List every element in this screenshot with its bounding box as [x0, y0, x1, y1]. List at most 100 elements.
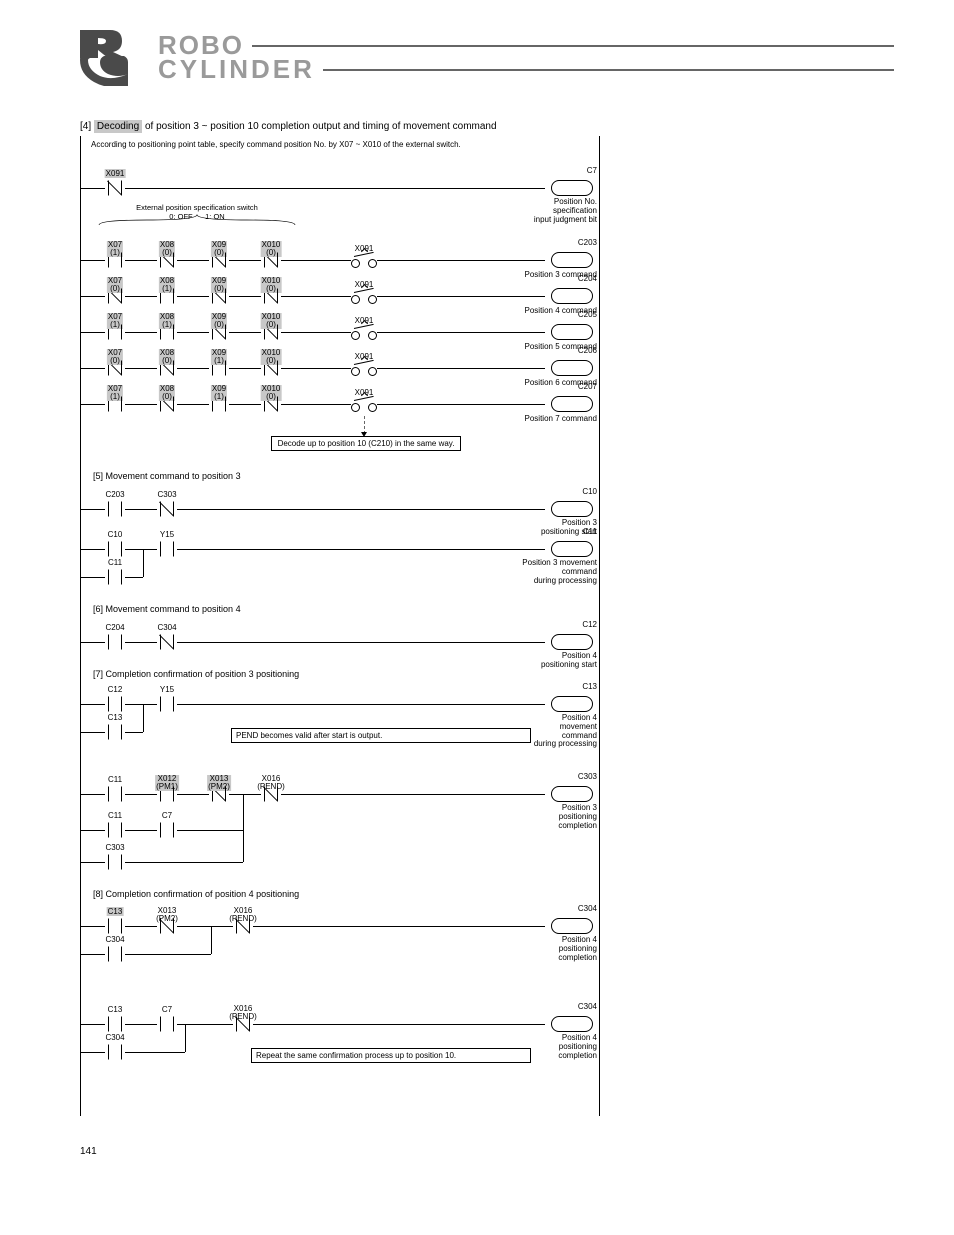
logo-cylinder-line: CYLINDER — [158, 58, 894, 82]
limit-sw-p7: X091 — [351, 396, 377, 412]
coil-c10-id: C10 — [582, 487, 597, 496]
contact-x09-p5: X09(0) — [207, 321, 231, 343]
coil-c304-id-s9: C304 — [578, 904, 597, 913]
rung-pos7: X07(1) X08(0) X09(1) X010(0) X091 C207 P… — [81, 386, 599, 422]
coil-c12 — [551, 634, 593, 650]
coil-c206-id: C206 — [578, 346, 597, 355]
contact-x013-pm2: X013(PM2) — [207, 783, 231, 805]
note-repeat-confirm: Repeat the same confirmation process up … — [251, 1048, 531, 1063]
limit-sw-p4: X091 — [351, 288, 377, 304]
coil-c304-text-s9: Position 4positioningcompletion — [558, 936, 597, 962]
spec-heading: According to positioning point table, sp… — [91, 140, 581, 149]
contact-x012-pm1: X012(PM1) — [155, 783, 179, 805]
coil-c11-id: C11 — [583, 527, 597, 536]
coil-c7-id: C7 — [587, 166, 597, 175]
title-prefix: [4] — [80, 121, 91, 132]
coil-c11 — [551, 541, 593, 557]
rung-s9: C13 X013(PM2) X016(PEND) C304 Position 4… — [81, 908, 599, 974]
coil-c303 — [551, 786, 593, 802]
contact-x010-p4: X010(0) — [259, 285, 283, 307]
coil-c203 — [551, 252, 593, 268]
coil-c304-id-s10: C304 — [578, 1002, 597, 1011]
contact-c7-s10: C7 — [155, 1013, 179, 1035]
contact-x010-p5: X010(0) — [259, 321, 283, 343]
page-header: ROBO CYLINDER — [80, 30, 894, 86]
rung-c7: X091 C7 Position No.specificationinput j… — [81, 170, 599, 206]
section-4-title: [4] Decoding of position 3 ~ position 10… — [80, 121, 894, 132]
contact-x07-p7: X07(1) — [103, 393, 127, 415]
contact-c13-br: C13 — [103, 721, 127, 743]
contact-x09-p4: X09(0) — [207, 285, 231, 307]
contact-c303-nc: C303 — [155, 498, 179, 520]
contact-c304-br-s9: C304 — [103, 943, 127, 965]
rung-pos3: X07(1) X08(0) X09(0) X010(0) X091 C203 P… — [81, 242, 599, 278]
contact-x016-s10: X016(PEND) — [231, 1013, 255, 1035]
coil-c304-s10 — [551, 1016, 593, 1032]
contact-c203: C203 — [103, 498, 127, 520]
rung-s5-2: C10 Y15 C11 Position 3 movementcommanddu… — [81, 531, 599, 587]
section-7-heading: [7] Completion confirmation of position … — [93, 669, 299, 679]
coil-c206 — [551, 360, 593, 376]
contact-x013-s9: X013(PM2) — [155, 915, 179, 937]
coil-c13-id: C13 — [582, 682, 597, 691]
limit-sw-p3: X091 — [351, 252, 377, 268]
coil-c7 — [551, 180, 593, 196]
contact-c11-branch: C11 — [103, 566, 127, 588]
coil-c204 — [551, 288, 593, 304]
contact-c303-br3: C303 — [103, 851, 127, 873]
contact-x09-p3: X09(0) — [207, 249, 231, 271]
contact-x08-p4: X08(1) — [155, 285, 179, 307]
ladder-diagram: According to positioning point table, sp… — [80, 136, 600, 1116]
coil-c304-text-s10: Position 4positioningcompletion — [558, 1034, 597, 1060]
coil-c207 — [551, 396, 593, 412]
coil-c304-s9 — [551, 918, 593, 934]
section-6-heading: [6] Movement command to position 4 — [93, 604, 241, 614]
coil-c12-text: Position 4positioning start — [541, 652, 597, 670]
coil-c13-text: Position 4movementcommandduring processi… — [534, 714, 597, 749]
contact-x016-pend: X016(PEND) — [259, 783, 283, 805]
coil-c12-id: C12 — [582, 620, 597, 629]
contact-c7-br2: C7 — [155, 819, 179, 841]
contact-x016-s9: X016(PEND) — [231, 915, 255, 937]
contact-x010-p7: X010(0) — [259, 393, 283, 415]
logo-cylinder-word: CYLINDER — [158, 58, 315, 82]
coil-c204-id: C204 — [578, 274, 597, 283]
contact-x08-p7: X08(0) — [155, 393, 179, 415]
contact-c304-nc: C304 — [155, 631, 179, 653]
coil-c303-text: Position 3positioningcompletion — [558, 804, 597, 830]
rung-s8: C11 X012(PM1) X013(PM2) X016(PEND) C303 … — [81, 776, 599, 876]
coil-c13 — [551, 696, 593, 712]
contact-c13-s10: C13 — [103, 1013, 127, 1035]
coil-c207-text: Position 7 command — [525, 414, 597, 423]
rung-s6-1: C204 C304 C12 Position 4positioning star… — [81, 624, 599, 660]
contact-c12: C12 — [103, 693, 127, 715]
contact-c11-br2: C11 — [103, 819, 127, 841]
contact-x08-p3: X08(0) — [155, 249, 179, 271]
contact-c13-s9: C13 — [103, 915, 127, 937]
title-highlight: Decoding — [94, 120, 142, 133]
header-rule-bottom — [323, 69, 894, 71]
title-suffix: of position 3 ~ position 10 completion o… — [145, 121, 497, 132]
coil-c10 — [551, 501, 593, 517]
robo-cylinder-rc-icon — [80, 30, 150, 86]
contact-y15: Y15 — [155, 538, 179, 560]
contact-x07-p5: X07(1) — [103, 321, 127, 343]
contact-x091-nc: X091 — [103, 177, 127, 199]
section-5-heading: [5] Movement command to position 3 — [93, 471, 241, 481]
coil-c203-id: C203 — [578, 238, 597, 247]
contact-c11-s8: C11 — [103, 783, 127, 805]
coil-c7-text: Position No.specificationinput judgment … — [534, 198, 597, 224]
contact-x07-p6: X07(0) — [103, 357, 127, 379]
note-pend-valid: PEND becomes valid after start is output… — [231, 728, 531, 743]
rung-s5-1: C203 C303 C10 Position 3positioning star… — [81, 491, 599, 527]
coil-c11-text: Position 3 movementcommandduring process… — [522, 559, 597, 585]
coil-c303-id: C303 — [578, 772, 597, 781]
contact-x08-p6: X08(0) — [155, 357, 179, 379]
limit-sw-p6: X091 — [351, 360, 377, 376]
label-x091: X091 — [105, 169, 126, 178]
rung-pos6: X07(0) X08(0) X09(1) X010(0) X091 C206 P… — [81, 350, 599, 386]
curly-brace-label: External position specification switch0:… — [97, 214, 297, 221]
coil-c205 — [551, 324, 593, 340]
contact-c204: C204 — [103, 631, 127, 653]
contact-x07-p3: X07(1) — [103, 249, 127, 271]
